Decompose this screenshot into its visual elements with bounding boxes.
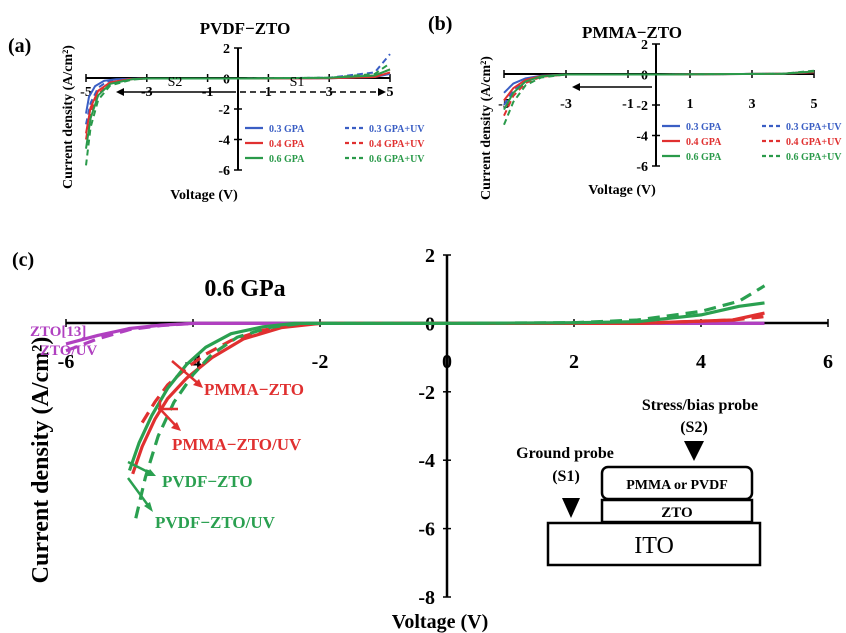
- callout-pmma-zto-arrowhead: [193, 379, 203, 388]
- callout-zto13-label: ZTO[13]: [30, 324, 86, 340]
- panel-b-label: (b): [428, 13, 452, 35]
- panel-b-ylabel: Current density (A/cm²): [479, 56, 494, 200]
- panel-b-ytick-label: 2: [641, 38, 648, 53]
- panel-c: (c) 0.6 GPa Current density (A/cm²) Volt…: [12, 245, 833, 633]
- panel-b-legend-label-0-3-gpa-uv: 0.3 GPA+UV: [786, 122, 842, 133]
- callout-pvdf-zto-uv-label: PVDF−ZTO/UV: [155, 513, 276, 532]
- panel-c-xlabel: Voltage (V): [392, 611, 488, 633]
- panel-a-xtick-label: 5: [387, 85, 394, 100]
- panel-c-xtick-label: 0: [442, 351, 452, 373]
- callout-pmma-zto-arrow: [171, 360, 201, 386]
- panel-b-series-0-4-gpa-uv: [503, 70, 815, 117]
- panel-b-xtick-label: -1: [622, 97, 634, 112]
- stress-probe-icon: [684, 441, 704, 461]
- callout-pvdf-zto-arrowhead: [146, 469, 156, 476]
- panel-c-ytick-label: -6: [418, 519, 435, 541]
- panel-c-ytick-label: -8: [418, 587, 435, 609]
- panel-a-label: (a): [8, 35, 31, 57]
- panel-c-xtick-label: 4: [696, 351, 706, 373]
- panel-a-s1-label: S1: [290, 75, 305, 90]
- panel-c-series-pmma-zto-uv: [140, 315, 765, 424]
- panel-a-legend-label-0-6-gpa: 0.6 GPA: [269, 154, 305, 165]
- panel-a-series-0-3-gpa-uv: [85, 53, 391, 125]
- callout-pmma-zto-label: PMMA−ZTO: [204, 380, 304, 399]
- device-schematic: Stress/bias probe (S2) Ground probe (S1)…: [516, 397, 762, 567]
- panel-a-ytick-label: 2: [223, 42, 230, 57]
- panel-a-xtick-label: -5: [80, 85, 92, 100]
- panel-c-xtick-label: 6: [823, 351, 833, 373]
- panel-c-ytick-label: 2: [425, 245, 435, 267]
- ground-probe-icon: [562, 498, 580, 518]
- panel-b-legend-label-0-6-gpa: 0.6 GPA: [686, 152, 722, 163]
- panel-a-s2-arrowhead: [116, 88, 124, 96]
- panel-b-legend-label-0-4-gpa-uv: 0.4 GPA+UV: [786, 137, 842, 148]
- panel-a-ytick-label: -4: [218, 133, 230, 148]
- panel-a-legend-label-0-3-gpa-uv: 0.3 GPA+UV: [369, 124, 425, 135]
- panel-c-series-zto-uv: [65, 321, 765, 353]
- callout-pvdf-zto-uv-arrowhead: [144, 502, 153, 512]
- layer-mid-label: ZTO: [661, 505, 692, 521]
- panel-a-ytick-label: -6: [218, 164, 230, 179]
- panel-a-ytick-label: -2: [218, 103, 230, 118]
- panel-b: (b) PMMA−ZTO Current density (A/cm²) Vol…: [428, 13, 842, 200]
- panel-c-title: 0.6 GPa: [204, 276, 285, 302]
- callout-pmma-zto-uv-arrowhead: [171, 422, 181, 431]
- stress-probe-id: (S2): [680, 419, 708, 436]
- panel-b-ytick-label: 0: [641, 68, 648, 83]
- panel-b-ytick-label: -2: [636, 99, 648, 114]
- panel-b-xtick-label: -3: [560, 97, 572, 112]
- panel-c-ytick-label: -4: [418, 450, 435, 472]
- panel-a-ylabel: Current density (A/cm²): [61, 45, 76, 189]
- panel-b-xtick-label: 5: [811, 97, 818, 112]
- ground-probe-id: (S1): [552, 468, 580, 485]
- panel-a-xtick-label: 1: [265, 85, 272, 100]
- panel-a-s1-arrowhead: [378, 88, 386, 96]
- panel-a-ytick-label: 0: [223, 72, 230, 87]
- panel-a-xlabel: Voltage (V): [170, 188, 238, 203]
- panel-c-ylabel: Current density (A/cm²): [28, 337, 54, 584]
- panel-c-ytick-label: -2: [418, 382, 435, 404]
- panel-a-legend-label-0-4-gpa: 0.4 GPA: [269, 139, 305, 150]
- panel-a-legend-label-0-6-gpa-uv: 0.6 GPA+UV: [369, 154, 425, 165]
- panel-c-xtick-label: -2: [312, 351, 329, 373]
- callout-pvdf-zto-arrow: [127, 460, 153, 476]
- panel-a-legend-label-0-3-gpa: 0.3 GPA: [269, 124, 305, 135]
- panel-a-series-0-6-gpa-uv: [85, 62, 391, 166]
- panel-b-title: PMMA−ZTO: [582, 23, 682, 42]
- stress-probe-label: Stress/bias probe: [642, 397, 758, 414]
- panel-b-series-0-6-gpa-uv: [503, 69, 815, 126]
- panel-b-xtick-label: 3: [749, 97, 756, 112]
- layer-top-label: PMMA or PVDF: [626, 478, 728, 493]
- panel-c-series-zto-13: [65, 321, 765, 346]
- callout-pvdf-zto-uv-arrow: [126, 477, 152, 509]
- panel-b-arrowhead: [572, 83, 580, 91]
- panel-a-s2-label: S2: [168, 75, 183, 90]
- ground-probe-label: Ground probe: [516, 445, 614, 462]
- panel-c-label: (c): [12, 249, 34, 271]
- panel-a-title: PVDF−ZTO: [200, 19, 291, 38]
- callout-pvdf-zto-label: PVDF−ZTO: [162, 472, 253, 491]
- panel-c-series-pvdf-zto: [127, 301, 765, 472]
- panel-c-series-pmma-zto: [131, 311, 765, 475]
- panel-a: (a) PVDF−ZTO Current density (A/cm²) Vol…: [8, 19, 425, 203]
- layer-bottom-label: ITO: [634, 533, 674, 559]
- panel-c-series-pvdf-zto-uv: [134, 284, 766, 519]
- panel-a-xtick-label: 3: [326, 85, 333, 100]
- panel-b-ytick-label: -4: [636, 129, 648, 144]
- panel-b-legend-label-0-4-gpa: 0.4 GPA: [686, 137, 722, 148]
- layer-bottom-box: [546, 521, 762, 567]
- panel-b-legend-label-0-3-gpa: 0.3 GPA: [686, 122, 722, 133]
- panel-b-xtick-label: 1: [687, 97, 694, 112]
- panel-c-xtick-label: -6: [58, 351, 75, 373]
- callout-pmma-zto-uv-label: PMMA−ZTO/UV: [172, 435, 302, 454]
- panel-c-xtick-label: 2: [569, 351, 579, 373]
- panel-b-legend-label-0-6-gpa-uv: 0.6 GPA+UV: [786, 152, 842, 163]
- panel-b-xlabel: Voltage (V): [588, 183, 656, 198]
- callout-zto-uv-label: ZTO/UV: [40, 343, 97, 359]
- panel-a-legend-label-0-4-gpa-uv: 0.4 GPA+UV: [369, 139, 425, 150]
- panel-b-ytick-label: -6: [636, 160, 648, 175]
